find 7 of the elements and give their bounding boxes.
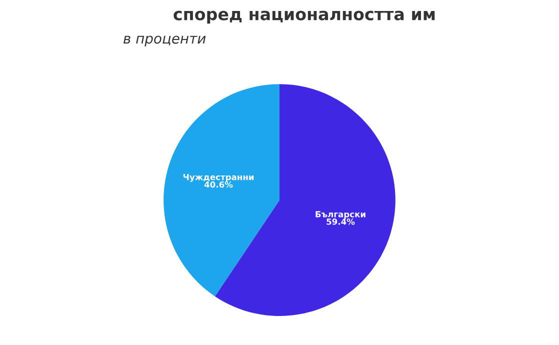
data-label: 59.4% bbox=[326, 218, 355, 225]
slice-label: Чуждестранни bbox=[183, 174, 254, 182]
chart-subtitle: в проценти bbox=[124, 36, 206, 46]
chart-title: според националността им bbox=[174, 10, 435, 24]
pie-slice bbox=[164, 84, 280, 296]
data-label: 40.6% bbox=[204, 181, 233, 188]
slice-label: Български bbox=[316, 211, 366, 219]
